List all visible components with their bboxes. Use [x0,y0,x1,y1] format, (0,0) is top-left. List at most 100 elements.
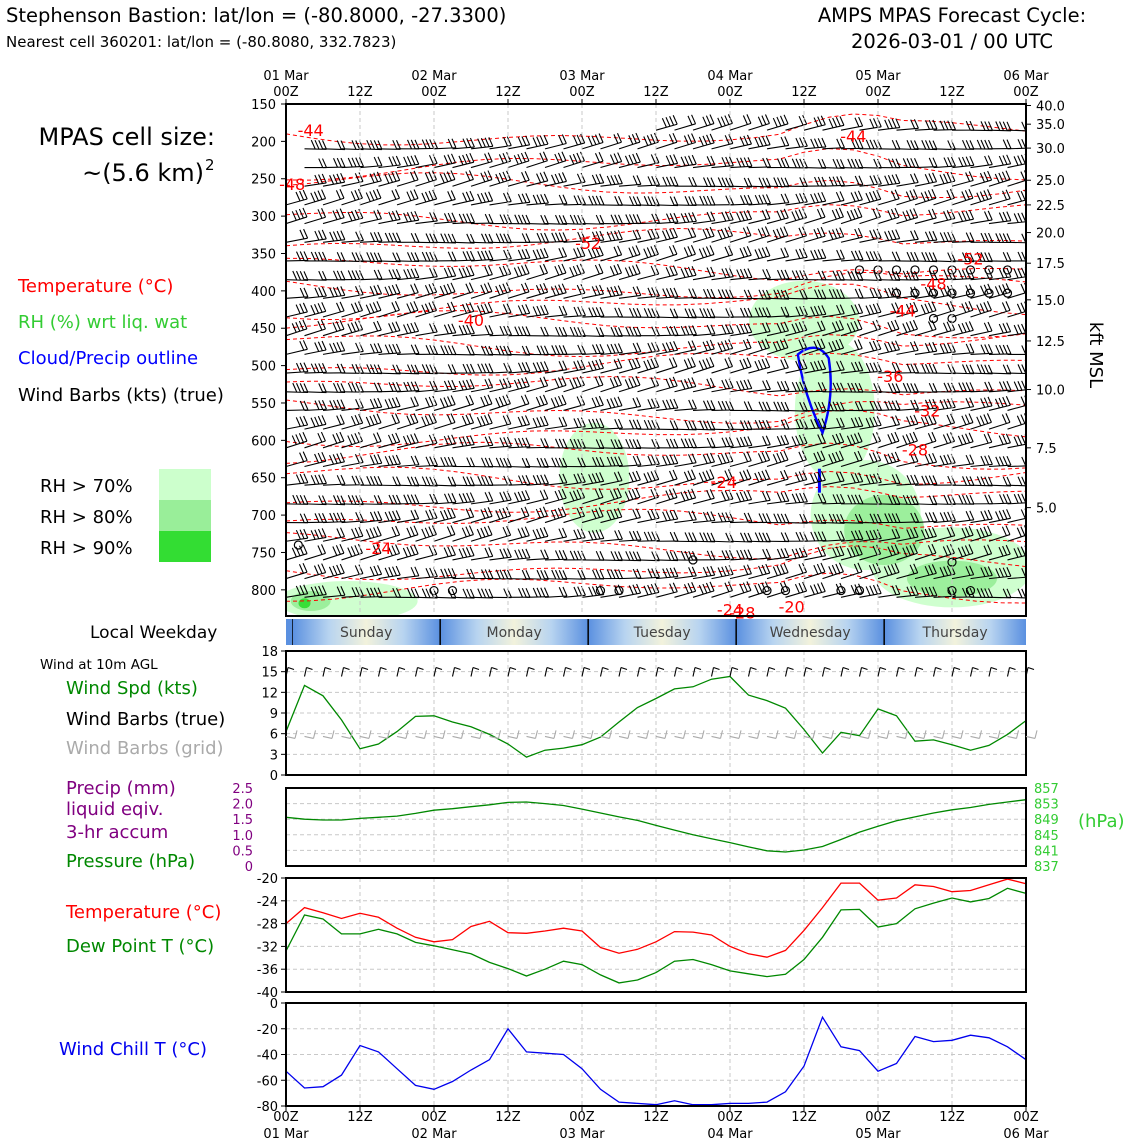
wind-barb-feather [447,364,453,374]
wind-barb-feather [372,414,378,425]
wind-barb-feather [876,544,882,555]
wind-barb-feather [666,326,672,336]
wind-barb-feather [561,283,567,293]
wind-barb-feather [946,210,952,220]
wind-barb-shaft [618,272,641,281]
wind-barb-feather [835,546,841,557]
wind-barb-feather [402,547,408,558]
wind-barb-shaft [581,223,605,225]
wind-barb-feather [555,345,561,355]
wind-barb-shaft [729,276,752,281]
wind-barb-feather [1033,476,1037,485]
wind-barb-feather [1002,323,1008,333]
wind-barb-shaft [507,257,530,262]
wind-barb-feather [410,397,416,407]
wind-barb-feather [439,285,445,296]
wind-barb-feather [410,567,416,577]
wind-barb-shaft [766,297,790,300]
wind-barb-feather [831,341,837,351]
wind-barb-feather [965,252,971,262]
wind-barb-feather [502,395,508,406]
wind-barb-feather [595,359,601,370]
wind-barb-feather [539,377,545,388]
wind-barb-feather [421,251,427,262]
wind-barb-feather [721,512,727,522]
wind-barb-feather [887,342,893,352]
wind-barb-feather [998,510,1004,520]
wind-barb-feather [931,527,937,537]
wind-barb-feather [854,513,860,524]
wind-barb [896,512,919,524]
wind-barb-feather [299,340,305,351]
wind-barb-feather [1020,546,1026,556]
wind-barb-shaft [914,294,937,299]
wind-barb-feather [569,491,575,502]
wind-barb-feather [580,246,586,257]
wind-barb-shaft [378,309,400,318]
wind-barb-feather [1044,324,1048,333]
wind-barb-feather [1002,476,1008,487]
wind-barb [618,551,642,562]
wind-barb-feather [465,153,471,164]
wind-barb-feather [406,303,412,313]
wind-barb [914,157,938,169]
wind-barb-feather [965,322,971,332]
wind-barb-feather [428,396,434,407]
wind-barb-feather [725,400,731,411]
wind-barb-feather [817,116,823,126]
wind-barb-shaft [378,218,401,225]
wind-barb-feather [414,381,420,391]
wind-barb [785,513,808,524]
wind-barb [563,344,586,355]
wind-barb-shaft [526,202,549,206]
wind-barb-feather [961,303,967,313]
wind-barb [433,138,457,150]
wind-barb-feather [939,455,945,465]
wind-barb [766,158,790,169]
wind-barb-feather [728,245,734,256]
wind-barb-shaft [951,148,975,150]
wind-barb [840,139,864,150]
wind-barb-feather [747,194,753,205]
wind-barb-shaft [692,461,715,468]
wind-barb [822,401,845,412]
wind-barb-feather [377,454,383,464]
wind-barb [970,396,993,411]
wind-barb [766,247,790,262]
wind-barb [470,569,494,580]
wind-barb-feather [684,379,690,389]
wind-barb-shaft [896,440,918,449]
wind-barb-feather [777,289,783,300]
wind-barb-feather [555,438,561,449]
wind-barb-shaft [766,278,790,281]
wind-barb-feather [684,212,690,223]
wind-barb-feather [365,192,371,202]
wind-barb-feather [665,229,671,240]
wind-barb-shaft [507,353,531,356]
wind-barb-feather [595,457,601,467]
wind-barb-feather [340,527,346,537]
wind-barb [970,476,993,487]
wind-barb [359,188,382,206]
wind-barb [951,510,975,524]
wind-barb-shaft [859,198,881,206]
pressure-units: (hPa) [1078,811,1125,832]
wind-barb-shaft [304,536,327,542]
wind-barb-shaft [433,275,456,281]
wind-barb-feather [414,566,420,577]
wind-barb-feather [299,400,305,411]
wind-barb-feather [484,192,490,202]
wind-barb-feather [683,490,689,501]
wind-barb-feather [780,548,786,558]
wind-barb [581,550,605,561]
wind-barb [600,230,623,243]
wind-barb-feather [647,308,653,318]
wind-barb-feather [709,114,715,124]
wind-barb [711,400,734,412]
wind-barb [803,450,826,468]
wind-barb-shaft [544,240,568,243]
wind-barb-shaft [581,272,604,281]
wind-barb-feather [355,399,361,409]
wind-barb-feather [498,172,504,183]
wind-barb-feather [854,417,860,427]
